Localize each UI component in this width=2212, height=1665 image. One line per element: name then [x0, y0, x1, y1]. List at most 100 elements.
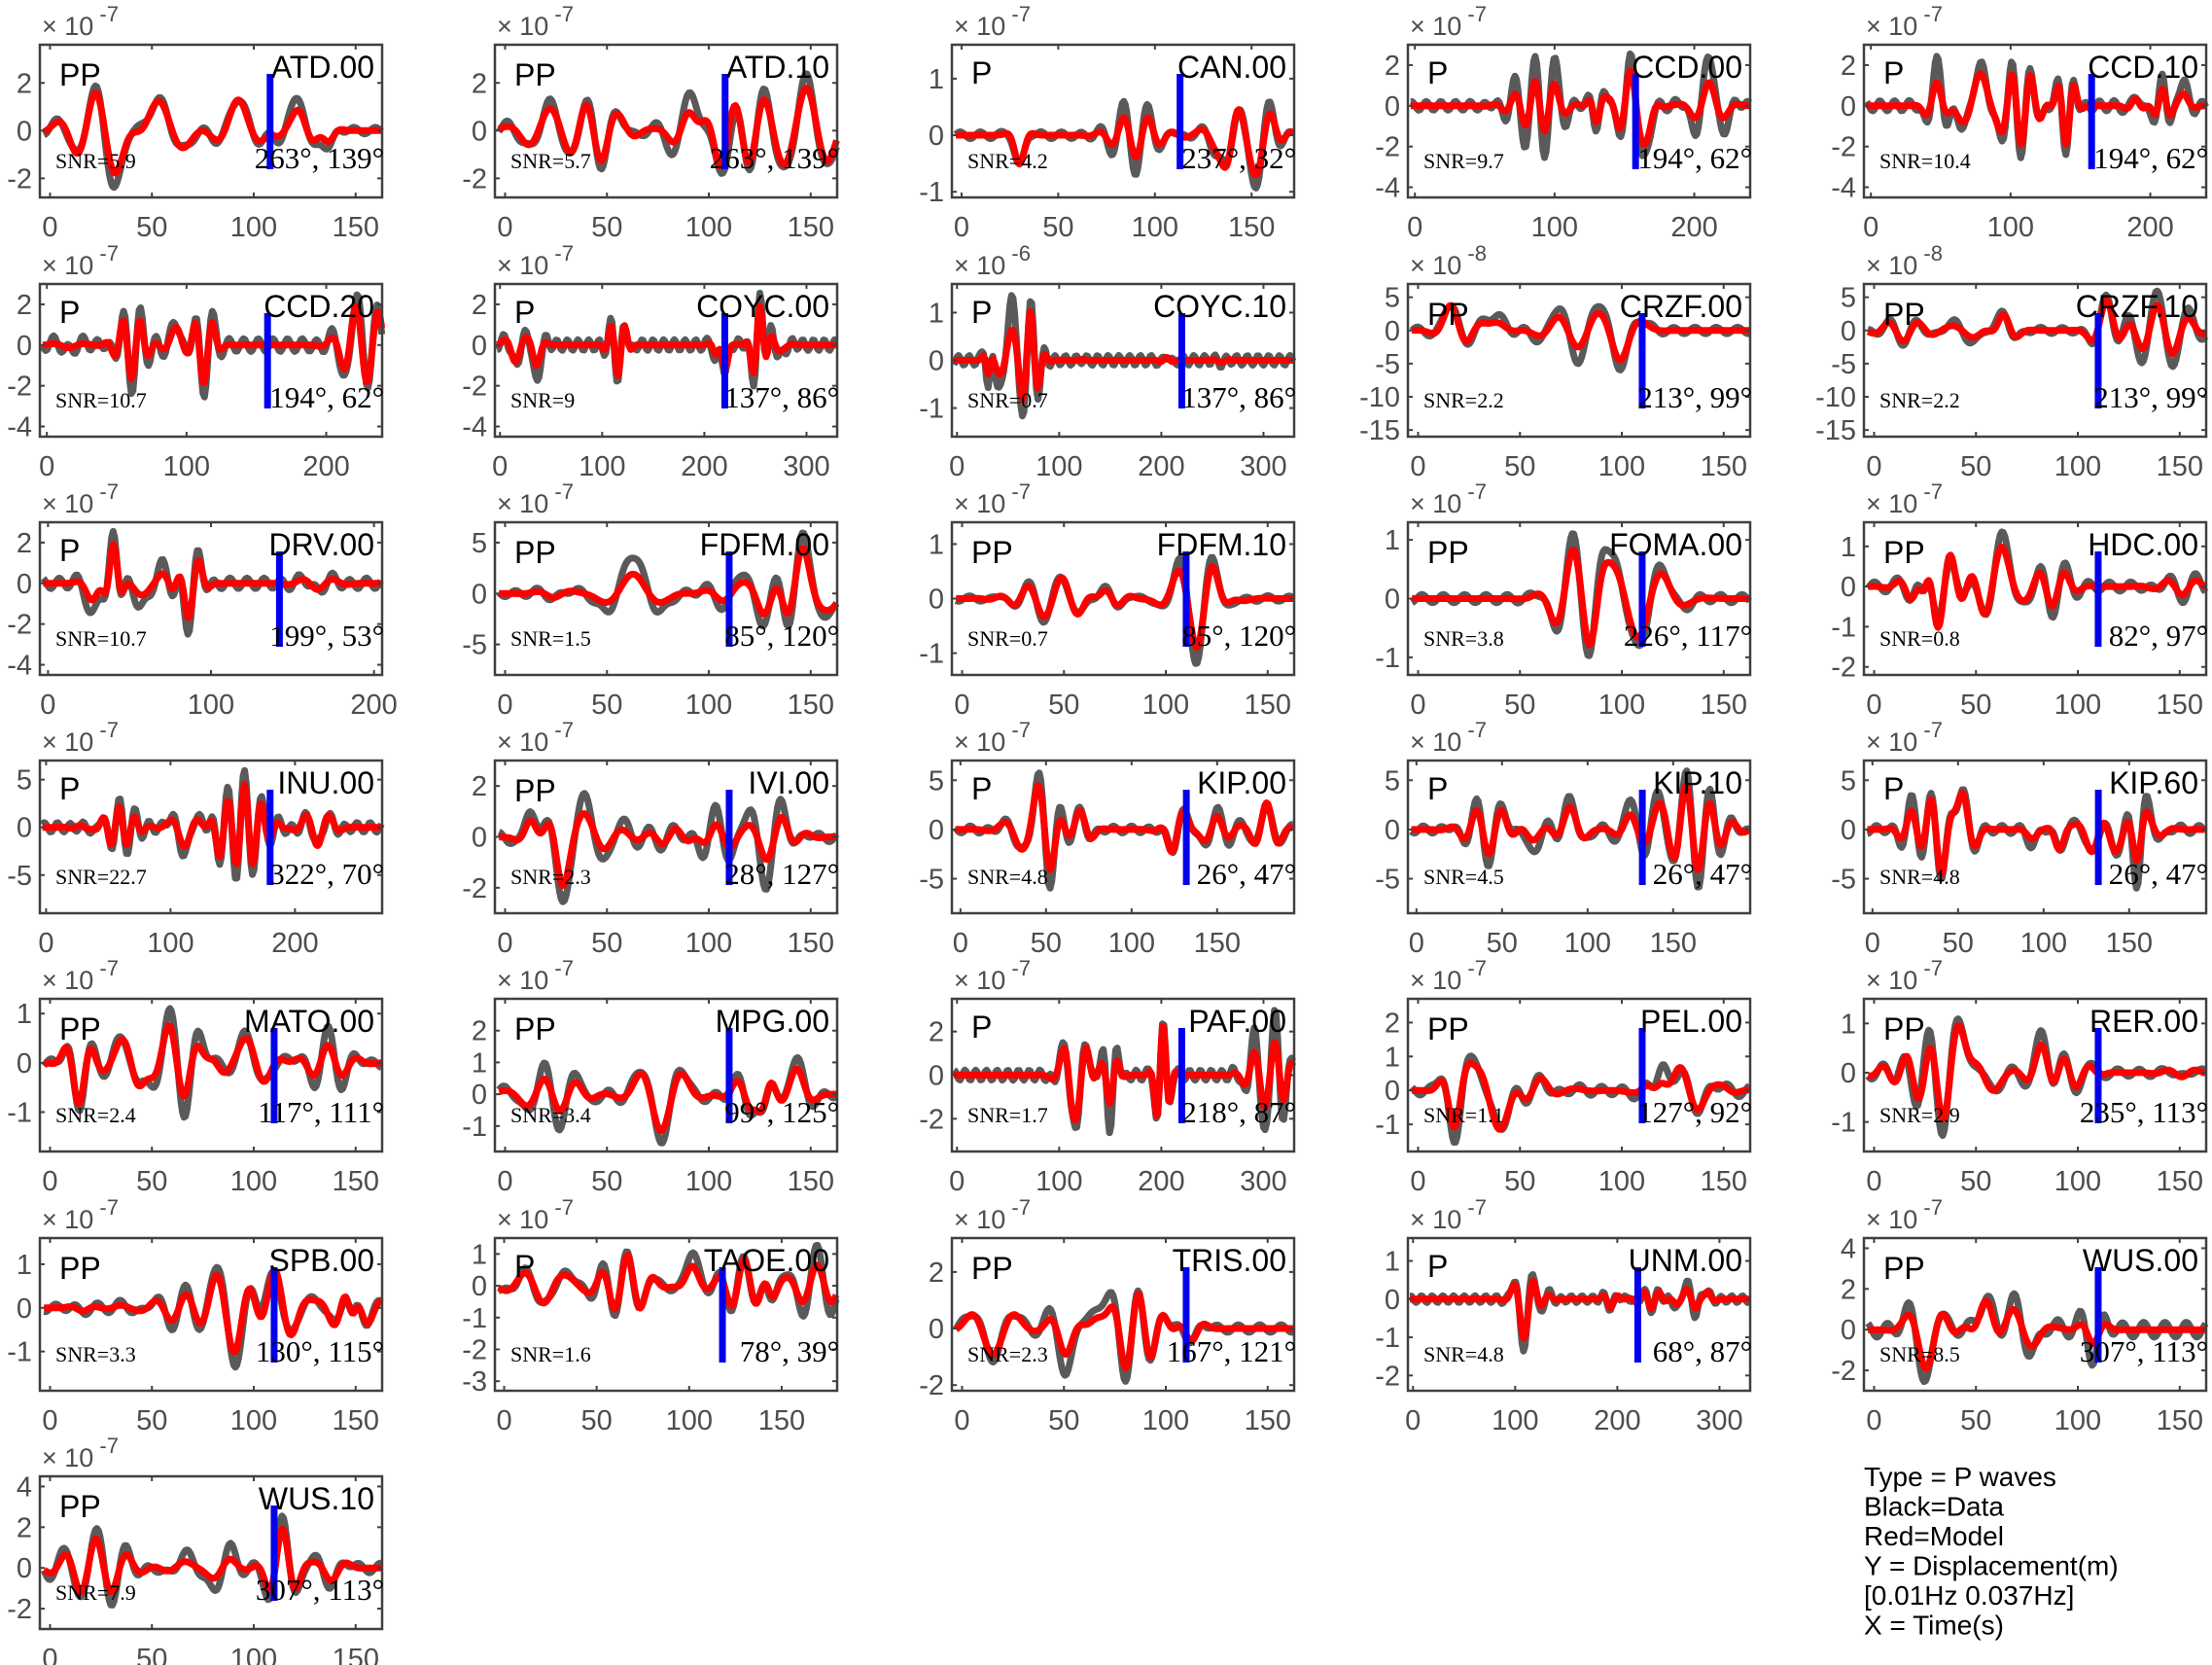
azimuth-label: 82°, 97°: [2109, 619, 2208, 653]
subplot-kip-60: 0 50 100 150 -5 0 5 × 10 -7 P KIP.60 SNR=4.8 26°, 4…: [1831, 718, 2208, 959]
phase-label: P: [971, 55, 992, 90]
azimuth-label: 26°, 47°: [1197, 857, 1296, 891]
y-tick-label: 0: [17, 116, 32, 147]
subplot-mato-00: 0 50 100 150 -1 0 1 × 10 -7 PP MATO.00 SNR=2.4 117°…: [7, 956, 384, 1197]
y-tick-label: 2: [929, 1017, 944, 1048]
x-tick-label: 150: [1245, 1405, 1291, 1436]
legend-line: Y = Displacement(m): [1864, 1551, 2119, 1581]
x-tick-label: 50: [1042, 212, 1073, 243]
x-tick-label: 100: [666, 1405, 713, 1436]
legend-line: X = Time(s): [1864, 1611, 2004, 1641]
azimuth-label: 117°, 111°: [258, 1095, 384, 1129]
y-exponent-label: × 10 -7: [497, 956, 574, 995]
snr-label: SNR=2.2: [1879, 388, 1960, 412]
y-tick-label: -2: [462, 163, 487, 195]
axes-box: [493, 520, 839, 677]
x-tick-label: 100: [1492, 1405, 1538, 1436]
x-tick-label: 50: [1031, 928, 1062, 959]
subplot-kip-10: 0 50 100 150 -5 0 5 × 10 -7 P KIP.10 SNR=4.5 26°, 4…: [1375, 718, 1752, 959]
axes-box: [1862, 520, 2208, 677]
x-tick-label: 100: [579, 451, 625, 482]
x-tick-label: 100: [685, 928, 732, 959]
x-tick-label: 50: [1960, 451, 1991, 482]
station-label: CCD.10: [2088, 50, 2198, 85]
subplot-ccd-20: 0 100 200 -4 -2 0 2 × 10 -7 P CCD.20 SNR=10.7 194°,…: [7, 241, 386, 482]
azimuth-label: 99°, 125°: [724, 1095, 839, 1129]
azimuth-label: 137°, 86°: [1181, 380, 1296, 414]
x-tick-label: 200: [681, 451, 727, 482]
y-tick-label: 2: [1841, 1274, 1856, 1305]
snr-label: SNR=1.6: [510, 1342, 591, 1366]
y-tick-label: 0: [929, 346, 944, 377]
x-tick-label: 100: [2054, 690, 2101, 721]
y-tick-label: 1: [1385, 525, 1400, 556]
x-tick-label: 200: [2126, 212, 2173, 243]
azimuth-label: 85°, 120°: [724, 619, 839, 653]
model-trace: [495, 302, 838, 379]
y-exponent-label: × 10 -7: [1866, 718, 1943, 757]
x-tick-label: 50: [136, 1405, 167, 1436]
model-trace: [497, 1065, 839, 1135]
phase-label: P: [59, 295, 80, 330]
subplot-fdfm-10: 0 50 100 150 -1 0 1 × 10 -7 PP FDFM.10 SNR=0.7 85°,…: [919, 479, 1296, 721]
y-tick-label: -2: [462, 1334, 487, 1365]
axes-box: [950, 759, 1296, 915]
azimuth-label: 235°, 113°: [2080, 1095, 2208, 1129]
snr-label: SNR=3.3: [55, 1342, 136, 1366]
x-tick-label: 0: [497, 212, 512, 243]
y-tick-label: 1: [1841, 532, 1856, 563]
subplot-unm-00: 0 100 200 300 -2 -1 0 1 × 10 -7 P UNM.00 SNR=4.8 68°…: [1375, 1195, 1752, 1436]
x-tick-label: 0: [954, 1405, 969, 1436]
axes-box: [493, 1236, 839, 1393]
y-tick-label: 0: [1841, 316, 1856, 347]
subplot-wus-00: 0 50 100 150 -2 0 2 4 × 10 -7 PP WUS.00 SNR=8.5 307°…: [1831, 1195, 2209, 1436]
y-tick-label: 4: [1841, 1233, 1856, 1264]
y-tick-label: 0: [929, 1061, 944, 1092]
model-trace: [1408, 1277, 1751, 1342]
x-tick-label: 150: [1650, 928, 1697, 959]
subplot-ccd-00: 0 100 200 -4 -2 0 2 × 10 -7 P CCD.00 SNR=9.7 194°, …: [1375, 2, 1753, 243]
y-tick-label: 0: [1841, 815, 1856, 846]
y-tick-label: 0: [1841, 1058, 1856, 1089]
x-tick-label: 100: [2054, 1405, 2101, 1436]
model-trace: [496, 1252, 840, 1313]
x-tick-label: 50: [1504, 451, 1535, 482]
model-trace: [42, 1022, 384, 1108]
phase-label: PP: [1427, 297, 1469, 332]
y-tick-label: 2: [1385, 51, 1400, 82]
station-label: ATD.00: [271, 50, 374, 85]
phase-label: PP: [514, 1011, 556, 1046]
x-tick-label: 0: [954, 690, 969, 721]
station-label: RER.00: [2089, 1004, 2198, 1039]
azimuth-label: 213°, 99°: [1637, 380, 1752, 414]
y-tick-label: -2: [1375, 132, 1400, 163]
snr-label: SNR=1.1: [1423, 1103, 1504, 1127]
x-tick-label: 50: [1943, 928, 1974, 959]
subplot-drv-00: 0 100 200 -4 -2 0 2 × 10 -7 P DRV.00 SNR=10.7 199°,…: [7, 479, 398, 721]
station-label: MPG.00: [716, 1004, 829, 1039]
azimuth-label: 26°, 47°: [2109, 857, 2208, 891]
phase-label: P: [971, 771, 992, 806]
phase-label: P: [1427, 771, 1448, 806]
axes-box: [1406, 997, 1752, 1153]
x-tick-label: 150: [1701, 1166, 1747, 1197]
y-tick-label: -4: [7, 412, 32, 443]
y-tick-label: 1: [929, 298, 944, 329]
snr-label: SNR=10.7: [55, 626, 147, 651]
y-tick-label: -2: [7, 1594, 32, 1625]
azimuth-label: 26°, 47°: [1653, 857, 1752, 891]
station-label: FDFM.10: [1157, 527, 1286, 562]
model-trace: [1410, 547, 1752, 649]
y-tick-label: 0: [1385, 316, 1400, 347]
azimuth-label: 218°, 87°: [1181, 1095, 1296, 1129]
snr-label: SNR=0.7: [967, 626, 1048, 651]
x-tick-label: 100: [1564, 928, 1611, 959]
y-exponent-label: × 10 -7: [1410, 718, 1487, 757]
axes-box: [493, 997, 839, 1153]
station-label: COYC.10: [1153, 289, 1286, 324]
snr-label: SNR=2.3: [967, 1342, 1048, 1366]
y-tick-label: -2: [7, 372, 32, 403]
